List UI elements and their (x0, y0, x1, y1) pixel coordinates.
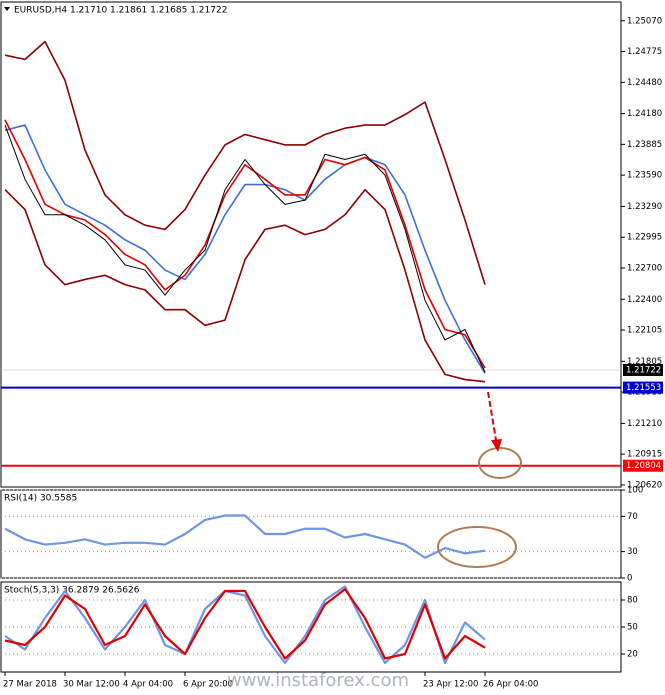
level-tag (623, 459, 663, 472)
y-tick-label: 1.22105 (627, 326, 662, 336)
y-tick-label: 1.23885 (627, 140, 662, 150)
price-tag (623, 363, 663, 376)
y-tick-label: 0 (627, 574, 632, 584)
series-line (4, 514, 486, 559)
panel-title: RSI(14) 30.5585 (4, 494, 77, 504)
y-tick-label: 1.22400 (627, 295, 662, 305)
x-tick-label: 27 Mar 2018 (3, 680, 57, 690)
arrow-head (491, 439, 502, 452)
panel-frame (0, 489, 622, 579)
rsi-ellipse (437, 526, 517, 568)
current-price-label: 1.21722 (626, 365, 661, 375)
y-tick-label: 1.22995 (627, 233, 662, 243)
forecast-arrow (487, 391, 498, 447)
y-tick-label: 1.25070 (627, 16, 662, 26)
series-line (4, 585, 486, 665)
x-tick-label: 30 Mar 12:00 (63, 680, 120, 690)
y-tick-label: 100 (627, 486, 643, 496)
level-label: 1.21553 (626, 383, 661, 393)
x-tick-label: 6 Apr 20:00 (183, 680, 233, 690)
y-tick-label: 1.24775 (627, 47, 662, 57)
target-ellipse (478, 447, 522, 479)
series-line (4, 188, 486, 383)
y-tick-label: 80 (627, 596, 638, 606)
level-tag (623, 381, 663, 394)
y-tick-label: 1.21805 (627, 357, 662, 367)
symbol-triangle (4, 7, 10, 11)
x-tick-label: 26 Apr 04:00 (483, 680, 538, 690)
y-tick-label: 1.24180 (627, 109, 662, 119)
y-tick-label: 20 (627, 650, 638, 660)
series-line (4, 124, 486, 374)
y-tick-label: 1.23290 (627, 202, 662, 212)
y-tick-label: 1.21210 (627, 419, 662, 429)
y-tick-label: 30 (627, 547, 638, 557)
y-tick-label: 1.22700 (627, 263, 662, 273)
panel-title: Stoch(5,3,3) 36.2879 26.5626 (4, 586, 140, 596)
panel-title: EURUSD,H4 1.21710 1.21861 1.21685 1.2172… (14, 6, 227, 16)
y-tick-label: 1.23590 (627, 171, 662, 181)
series-line (4, 40, 486, 285)
series-line (4, 124, 486, 373)
y-tick-label: 1.24480 (627, 78, 662, 88)
y-tick-label: 50 (627, 623, 638, 633)
panel-frame (0, 1, 622, 488)
x-tick-label: 23 Apr 12:00 (423, 680, 478, 690)
y-tick-label: 1.20915 (627, 450, 662, 460)
level-label: 1.20804 (626, 461, 661, 471)
x-tick-label: 4 Apr 04:00 (123, 680, 173, 690)
y-tick-label: 70 (627, 512, 638, 522)
series-line (4, 119, 486, 369)
series-line (4, 588, 486, 660)
watermark: www.instaforex.com (227, 670, 409, 691)
y-tick-label: 1.20620 (627, 480, 662, 490)
